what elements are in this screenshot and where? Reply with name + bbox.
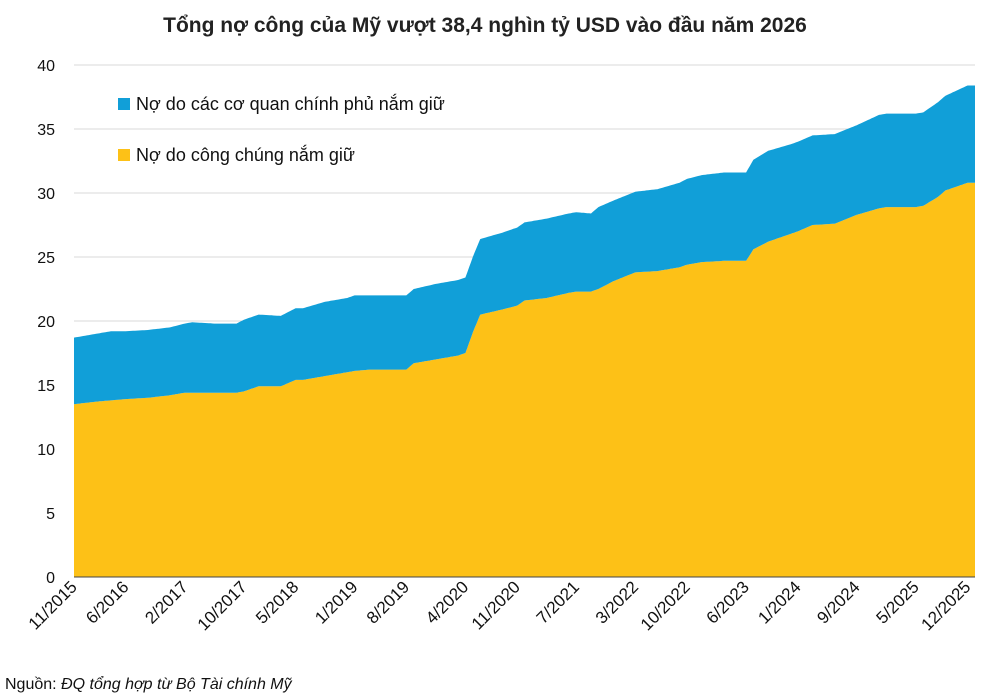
- y-tick-label: 25: [37, 250, 55, 267]
- y-tick-label: 40: [37, 58, 55, 75]
- x-tick-label: 7/2021: [533, 577, 583, 627]
- y-tick-label: 15: [37, 378, 55, 395]
- x-tick-label: 1/2019: [311, 577, 361, 627]
- x-tick-label: 6/2016: [82, 577, 132, 627]
- x-tick-label: 9/2024: [813, 577, 863, 627]
- y-tick-label: 5: [46, 506, 55, 523]
- y-tick-label: 30: [37, 186, 55, 203]
- y-tick-label: 35: [37, 122, 55, 139]
- legend-label: Nợ do công chúng nắm giữ: [136, 144, 355, 165]
- x-tick-label: 3/2022: [592, 577, 642, 627]
- legend-swatch: [118, 149, 130, 161]
- chart-title: Tổng nợ công của Mỹ vượt 38,4 nghìn tỷ U…: [163, 14, 807, 37]
- y-tick-label: 0: [46, 570, 55, 587]
- x-tick-label: 4/2020: [422, 577, 472, 627]
- x-axis-ticks: 11/2015 6/2016 2/2017 10/2017 5/2018 1/2019 8/…: [25, 577, 975, 634]
- x-tick-label: 1/2024: [754, 577, 804, 627]
- y-tick-label: 20: [37, 314, 55, 331]
- x-tick-label: 5/2025: [873, 577, 923, 627]
- legend-label: Nợ do các cơ quan chính phủ nắm giữ: [136, 93, 445, 114]
- area-intragovernmental-debt: [74, 85, 975, 405]
- x-tick-label: 8/2019: [363, 577, 413, 627]
- x-tick-label: 10/2017: [194, 577, 251, 634]
- y-tick-label: 10: [37, 442, 55, 459]
- legend: Nợ do các cơ quan chính phủ nắm giữ Nợ do…: [118, 93, 445, 165]
- x-tick-label: 6/2023: [703, 577, 753, 627]
- y-axis-ticks: 0 5 10 15 20 25 30 35 40: [37, 58, 55, 587]
- x-tick-label: 2/2017: [141, 577, 191, 627]
- source-text: ĐQ tổng hợp từ Bộ Tài chính Mỹ: [61, 676, 292, 693]
- area-public-debt: [74, 182, 975, 578]
- x-tick-label: 11/2020: [468, 577, 524, 633]
- x-tick-label: 5/2018: [252, 577, 302, 627]
- x-tick-label: 12/2025: [918, 577, 975, 634]
- source-prefix: Nguồn:: [5, 676, 57, 693]
- source-note: Nguồn: ĐQ tổng hợp từ Bộ Tài chính Mỹ: [5, 676, 292, 694]
- legend-swatch: [118, 98, 130, 110]
- x-tick-label: 10/2022: [637, 577, 694, 634]
- area-series: [74, 85, 975, 578]
